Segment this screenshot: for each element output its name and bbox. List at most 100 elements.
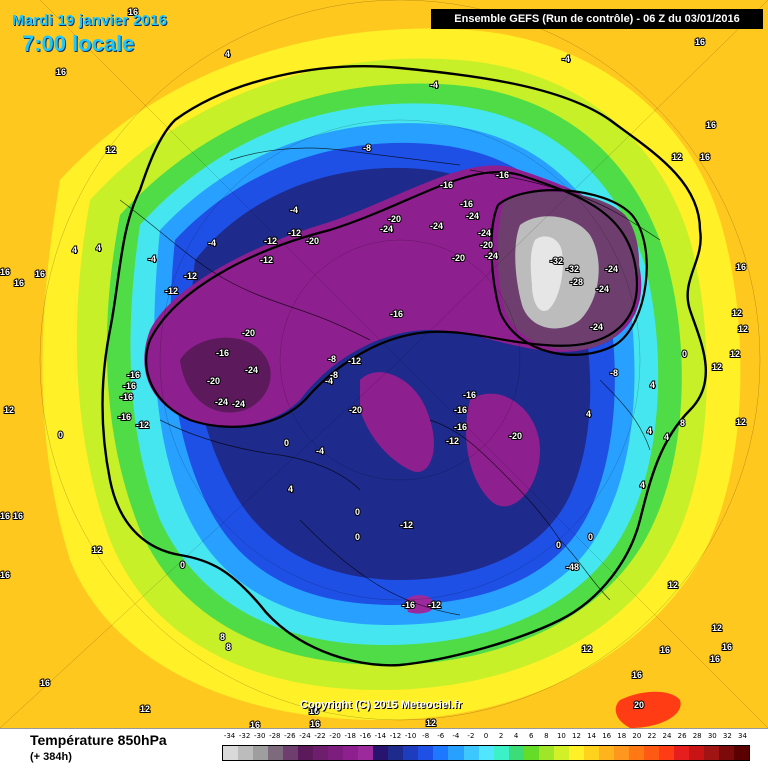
map-label: -4 [290, 205, 298, 215]
legend-tick-label: -14 [374, 732, 387, 740]
map-label: -24 [478, 228, 491, 238]
map-label: 12 [4, 405, 14, 415]
legend-tick-label: -34 [223, 732, 236, 740]
map-label: -24 [590, 322, 603, 332]
legend-tick-label: 10 [556, 732, 566, 740]
cold-spot-south [405, 595, 435, 614]
map-label: 12 [732, 308, 742, 318]
cold-core-white [530, 236, 563, 311]
map-label: 12 [730, 349, 740, 359]
legend-swatch [253, 746, 269, 760]
map-label: -24 [605, 264, 618, 274]
map-label: -12 [400, 520, 413, 530]
map-label: 4 [96, 243, 101, 253]
legend-swatch [493, 746, 509, 760]
map-label: -24 [232, 399, 245, 409]
legend-tick-label: 24 [662, 732, 672, 740]
legend-swatch [238, 746, 254, 760]
map-label: 12 [140, 704, 150, 714]
legend-swatch [598, 746, 614, 760]
map-label: -16 [216, 348, 229, 358]
map-label: -12 [348, 356, 361, 366]
legend-swatch [704, 746, 720, 760]
map-label: -12 [428, 600, 441, 610]
map-label: -8 [610, 368, 618, 378]
map-label: 4 [664, 432, 669, 442]
map-label: -20 [388, 214, 401, 224]
map-label: 0 [355, 507, 360, 517]
map-label: 0 [180, 560, 185, 570]
map-label: 12 [582, 644, 592, 654]
map-label: -32 [550, 256, 563, 266]
map-label: 12 [106, 145, 116, 155]
map-label: 0 [588, 532, 593, 542]
map-label: -20 [452, 253, 465, 263]
map-label: 16 [710, 654, 720, 664]
map-label: -12 [264, 236, 277, 246]
graticule [0, 0, 768, 728]
legend-tick-label: -2 [467, 732, 475, 740]
map-label: -4 [316, 446, 324, 456]
legend-swatch [643, 746, 659, 760]
legend-swatch [553, 746, 569, 760]
map-label: -16 [463, 390, 476, 400]
map-label: -24 [380, 224, 393, 234]
map-label: -12 [136, 420, 149, 430]
map-label: 8 [680, 418, 685, 428]
variable-title: Température 850hPa [30, 732, 167, 748]
legend-tick-label: 14 [587, 732, 597, 740]
map-label: 0 [284, 438, 289, 448]
legend-swatch [688, 746, 704, 760]
map-label: 16 [13, 511, 23, 521]
map-label: -4 [325, 376, 333, 386]
map-label: 4 [225, 49, 230, 59]
map-label: 4 [288, 484, 293, 494]
map-label: 4 [647, 426, 652, 436]
map-label: -32 [566, 264, 579, 274]
contour-labels: 16 16 12 4 -4 -4 -8 -16 -16 -20 -24 -24 … [0, 6, 749, 728]
map-label: -20 [349, 405, 362, 415]
map-label: 16 [706, 120, 716, 130]
legend-swatch [673, 746, 689, 760]
map-label: 16 [736, 262, 746, 272]
legend-tick-label: -12 [389, 732, 402, 740]
legend-swatch [523, 746, 539, 760]
legend-tick-label: -32 [238, 732, 251, 740]
legend-swatch [463, 746, 479, 760]
map-label: 4 [640, 480, 645, 490]
map-label: -8 [328, 354, 336, 364]
legend-tick-labels: -34 -32 -30 -28 -26 -24 -22 -20 -18 -16 -14 -12 -10-… [222, 732, 750, 744]
map-label: -4 [208, 238, 216, 248]
map-label: 16 [722, 642, 732, 652]
legend-tick-label: 18 [617, 732, 627, 740]
legend-tick-label: -4 [452, 732, 460, 740]
map-label: -12 [165, 286, 178, 296]
map-label: -8 [330, 370, 338, 380]
coastlines [119, 147, 661, 616]
legend-swatch [403, 746, 419, 760]
legend-swatch [538, 746, 554, 760]
map-label: 4 [586, 409, 591, 419]
map-label: 16 [0, 570, 10, 580]
legend-swatch [418, 746, 434, 760]
map-label: -4 [148, 254, 156, 264]
map-label: 12 [712, 362, 722, 372]
legend-tick-label: -10 [404, 732, 417, 740]
isotherm-siberia [490, 189, 648, 356]
map-label: 0 [682, 349, 687, 359]
warm-spot-red [615, 691, 681, 728]
map-label: -20 [242, 328, 255, 338]
legend-swatch [358, 746, 374, 760]
legend-swatch [508, 746, 524, 760]
map-label: 16 [309, 706, 319, 716]
forecast-time: 7:00 locale [22, 31, 135, 56]
legend-swatch [388, 746, 404, 760]
legend-tick-label: 32 [722, 732, 732, 740]
legend-swatch [343, 746, 359, 760]
map-label: 12 [712, 623, 722, 633]
map-label: -4 [562, 54, 570, 64]
isotherm-zero [101, 65, 707, 667]
map-label: 16 [250, 720, 260, 728]
legend-tick-label: 12 [572, 732, 581, 740]
legend-swatch [478, 746, 494, 760]
